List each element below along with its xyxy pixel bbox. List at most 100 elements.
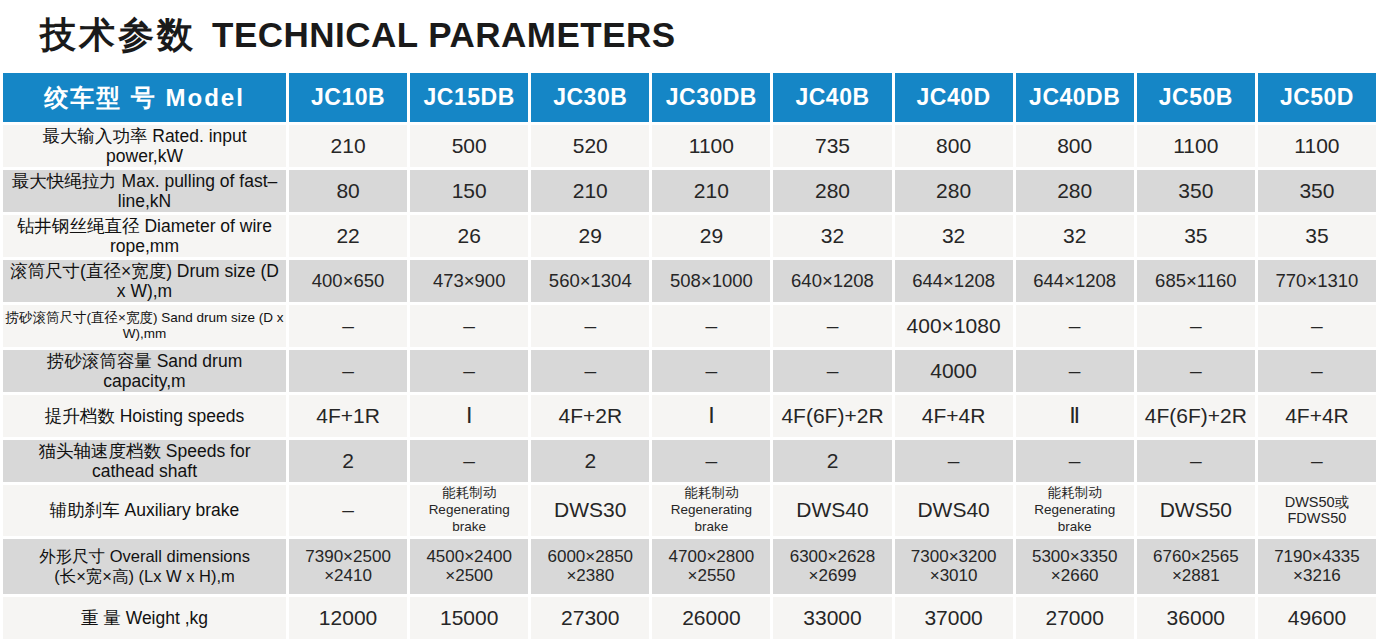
parameter-value-cell: 35 [1256, 214, 1377, 259]
parameter-value-cell: 770×1310 [1256, 259, 1377, 304]
parameter-value-cell: 210 [288, 124, 409, 169]
model-column-header-jc50b: JC50B [1135, 72, 1256, 124]
parameter-value-cell: DWS40 [893, 484, 1014, 538]
parameter-value-cell: Ⅰ [651, 394, 772, 439]
parameter-value-cell: – [651, 304, 772, 349]
parameter-value-cell: – [772, 304, 893, 349]
parameter-value-cell: 280 [772, 169, 893, 214]
parameter-value-cell: 26 [409, 214, 530, 259]
parameter-value-cell: 4500×2400 ×2500 [409, 537, 530, 595]
parameter-label: 最大输入功率 Rated. input power,kW [2, 124, 288, 169]
parameter-value-cell: 12000 [288, 595, 409, 640]
parameter-value-cell: – [1135, 349, 1256, 394]
parameter-value-cell: 500 [409, 124, 530, 169]
model-column-header-jc50d: JC50D [1256, 72, 1377, 124]
parameter-value-cell: 1100 [1256, 124, 1377, 169]
parameter-value-cell: 473×900 [409, 259, 530, 304]
parameter-row: 外形尺寸 Overall dimensions (长×宽×高) (Lx W x … [2, 537, 1378, 595]
parameter-label: 重 量 Weight ,kg [2, 595, 288, 640]
parameter-value-cell: – [893, 439, 1014, 484]
parameter-row: 捞砂滚筒尺寸(直径×宽度) Sand drum size (D x W),mm–… [2, 304, 1378, 349]
parameter-value-cell: 4700×2800 ×2550 [651, 537, 772, 595]
parameter-value-cell: 210 [530, 169, 651, 214]
parameter-row: 最大快绳拉力 Max. pulling of fast–line,kN80150… [2, 169, 1378, 214]
parameter-value-cell: Ⅰ [409, 394, 530, 439]
parameter-value-cell: 4F+2R [530, 394, 651, 439]
parameter-label: 钻井钢丝绳直径 Diameter of wire rope,mm [2, 214, 288, 259]
parameter-value-cell: – [530, 349, 651, 394]
model-header-cell: 绞车型 号 Model [2, 72, 288, 124]
parameter-value-cell: 6000×2850 ×2380 [530, 537, 651, 595]
model-column-header-jc10b: JC10B [288, 72, 409, 124]
parameter-label: 提升档数 Hoisting speeds [2, 394, 288, 439]
parameter-value-cell: 能耗制动 Regenerating brake [1014, 484, 1135, 538]
parameter-value-cell: – [1014, 439, 1135, 484]
parameter-value-cell: 80 [288, 169, 409, 214]
parameter-value-cell: 2 [288, 439, 409, 484]
parameter-value-cell: Ⅱ [1014, 394, 1135, 439]
parameter-value-cell: 508×1000 [651, 259, 772, 304]
parameter-row: 辅助刹车 Auxiliary brake–能耗制动 Regenerating b… [2, 484, 1378, 538]
parameter-value-cell: – [288, 304, 409, 349]
parameter-value-cell: – [651, 439, 772, 484]
parameter-value-cell: DWS40 [772, 484, 893, 538]
parameter-value-cell: 4F+4R [893, 394, 1014, 439]
parameter-value-cell: 4F+1R [288, 394, 409, 439]
parameter-value-cell: – [1256, 349, 1377, 394]
parameter-value-cell: 520 [530, 124, 651, 169]
model-column-header-jc40db: JC40DB [1014, 72, 1135, 124]
parameter-value-cell: – [288, 349, 409, 394]
parameter-value-cell: 5300×3350 ×2660 [1014, 537, 1135, 595]
parameter-value-cell: 32 [893, 214, 1014, 259]
parameter-value-cell: – [1014, 304, 1135, 349]
parameter-value-cell: 560×1304 [530, 259, 651, 304]
parameter-value-cell: 800 [893, 124, 1014, 169]
parameter-row: 捞砂滚筒容量 Sand drum capacity,m–––––4000––– [2, 349, 1378, 394]
technical-parameters-table: 绞车型 号 Model JC10BJC15DBJC30BJC30DBJC40BJ… [0, 70, 1379, 642]
table-body: 最大输入功率 Rated. input power,kW210500520110… [2, 124, 1378, 641]
parameter-value-cell: 36000 [1135, 595, 1256, 640]
parameter-label: 猫头轴速度档数 Speeds for cathead shaft [2, 439, 288, 484]
parameter-value-cell: – [530, 304, 651, 349]
parameter-value-cell: 280 [1014, 169, 1135, 214]
parameter-value-cell: – [1256, 304, 1377, 349]
model-column-header-jc40d: JC40D [893, 72, 1014, 124]
parameter-value-cell: 22 [288, 214, 409, 259]
parameter-value-cell: 能耗制动 Regenerating brake [409, 484, 530, 538]
parameter-value-cell: 280 [893, 169, 1014, 214]
page-title-chinese: 技术参数 [40, 11, 196, 60]
model-column-header-jc40b: JC40B [772, 72, 893, 124]
page-title: 技术参数 TECHNICAL PARAMETERS [0, 0, 1379, 70]
parameter-value-cell: 350 [1256, 169, 1377, 214]
parameter-value-cell: – [651, 349, 772, 394]
parameter-row: 提升档数 Hoisting speeds4F+1RⅠ4F+2RⅠ4F(6F)+2… [2, 394, 1378, 439]
parameter-row: 重 量 Weight ,kg12000150002730026000330003… [2, 595, 1378, 640]
parameter-value-cell: 735 [772, 124, 893, 169]
parameter-value-cell: 4F(6F)+2R [1135, 394, 1256, 439]
parameter-label: 辅助刹车 Auxiliary brake [2, 484, 288, 538]
parameter-value-cell: 7390×2500 ×2410 [288, 537, 409, 595]
parameter-value-cell: 685×1160 [1135, 259, 1256, 304]
parameter-value-cell: 1100 [651, 124, 772, 169]
parameter-label: 捞砂滚筒尺寸(直径×宽度) Sand drum size (D x W),mm [2, 304, 288, 349]
parameter-value-cell: – [409, 439, 530, 484]
parameter-value-cell: 7300×3200 ×3010 [893, 537, 1014, 595]
parameter-value-cell: – [1135, 439, 1256, 484]
parameter-value-cell: 4F(6F)+2R [772, 394, 893, 439]
parameter-value-cell: 26000 [651, 595, 772, 640]
parameter-value-cell: – [772, 349, 893, 394]
parameter-value-cell: 400×1080 [893, 304, 1014, 349]
parameter-value-cell: 2 [772, 439, 893, 484]
parameter-value-cell: 7190×4335 ×3216 [1256, 537, 1377, 595]
parameter-value-cell: 350 [1135, 169, 1256, 214]
parameter-value-cell: 210 [651, 169, 772, 214]
parameter-value-cell: 4F+4R [1256, 394, 1377, 439]
parameter-value-cell: 2 [530, 439, 651, 484]
parameter-value-cell: 644×1208 [1014, 259, 1135, 304]
table-header-row: 绞车型 号 Model JC10BJC15DBJC30BJC30DBJC40BJ… [2, 72, 1378, 124]
parameter-value-cell: – [409, 349, 530, 394]
parameter-value-cell: DWS50 [1135, 484, 1256, 538]
parameter-value-cell: 6760×2565 ×2881 [1135, 537, 1256, 595]
parameter-value-cell: 400×650 [288, 259, 409, 304]
parameter-value-cell: 32 [772, 214, 893, 259]
